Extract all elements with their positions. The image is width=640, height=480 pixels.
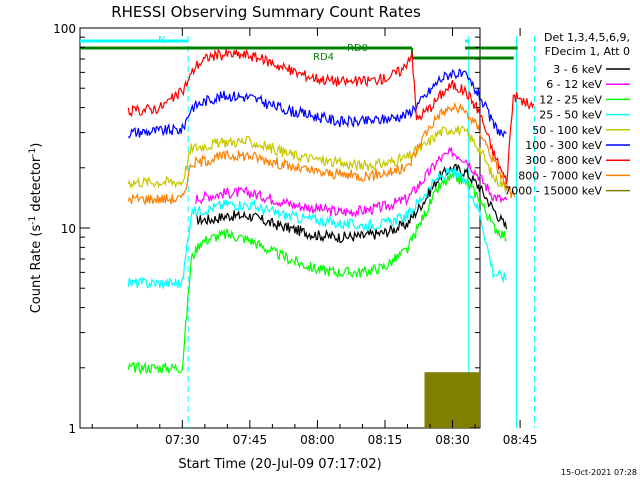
legend-label: 12 - 25 keV [539,93,602,106]
footer-timestamp: 15-Oct-2021 07:28 [561,468,637,477]
series-line [195,146,508,219]
x-tick-label: 08:00 [300,433,335,447]
y-axis-title-end: ) [29,143,44,148]
legend-label: 300 - 800 keV [525,154,602,167]
x-tick-label: 07:45 [233,433,268,447]
x-tick-label: 07:30 [165,433,200,447]
y-axis-title: Count Rate (s-1 detector-1) [28,143,44,314]
y-axis-title-mid: detector [29,156,44,216]
legend: Det 1,3,4,5,6,9, FDecim 1, Att 0 3 - 6 k… [504,31,630,198]
x-tick-label: 08:45 [503,433,538,447]
axes: 07:30 07:45 08:00 08:15 08:30 08:45 1 10 100 [53,22,537,447]
annotation-rd0: RD0 [347,43,368,54]
legend-label: 50 - 100 keV [532,124,602,137]
series-line [127,101,516,206]
legend-label: 6 - 12 keV [546,78,602,91]
legend-label: 100 - 300 keV [525,139,602,152]
y-tick-label: 100 [53,22,76,36]
y-axis-title-main: Count Rate (s [29,225,44,314]
legend-label: 3 - 6 keV [553,63,602,76]
chart-title: RHESSI Observing Summary Count Rates [111,3,421,21]
legend-label: 800 - 7000 keV [518,169,602,182]
legend-label: 25 - 50 keV [539,109,602,122]
legend-header-1: Det 1,3,4,5,6,9, [544,31,630,44]
annotation-rd4: RD4 [313,52,334,63]
series-line [195,163,508,244]
x-tick-label: 08:30 [435,433,470,447]
x-axis-title: Start Time (20-Jul-09 07:17:02) [178,457,381,472]
annotations [80,36,535,428]
y-tick-label: 1 [68,422,76,436]
annotation-n: N [158,35,165,46]
x-tick-label: 08:15 [368,433,403,447]
y-tick-label: 10 [61,222,76,236]
legend-header-2: FDecim 1, Att 0 [545,45,630,58]
series-line [127,125,508,194]
series-line [127,171,507,376]
y-axis-title-sup1: -1 [28,216,38,225]
y-axis-title-sup2: -1 [28,148,38,157]
series-layer [127,48,535,428]
series-line [127,167,508,290]
legend-items: 3 - 6 keV 6 - 12 keV 12 - 25 keV 25 - 50 ke… [504,63,630,198]
series-line [127,68,507,139]
legend-label: 7000 - 15000 keV [504,185,602,198]
series-line [127,48,535,185]
